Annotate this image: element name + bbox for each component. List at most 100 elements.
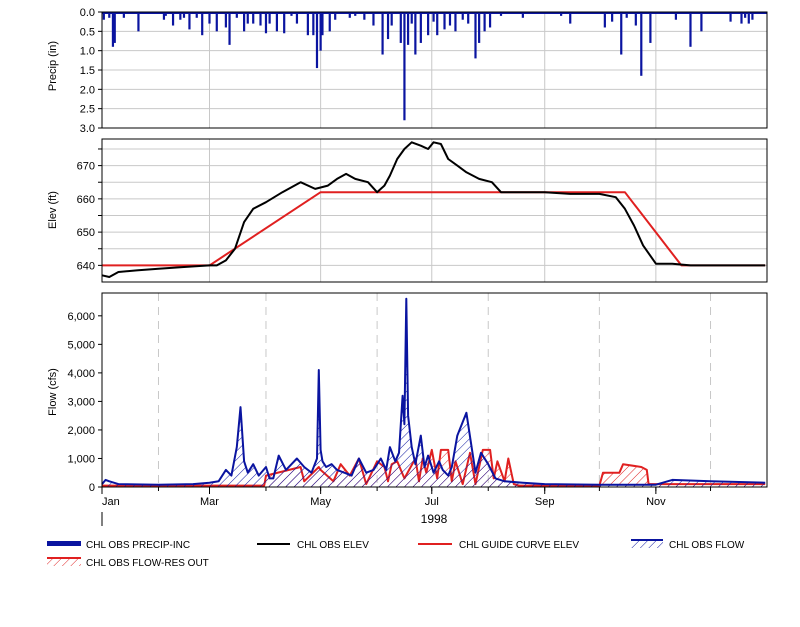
precip-bar [611, 12, 614, 22]
x-tick-label: Sep [535, 496, 555, 508]
precip-bar [283, 12, 286, 34]
precip-bar [182, 12, 186, 18]
precip-bar [137, 12, 140, 32]
precip-y-tick-label: 0.0 [80, 7, 95, 19]
precip-bars [102, 12, 767, 121]
x-tick-label: Jan [102, 496, 120, 508]
flow-y-axis-label: Flow (cfs) [47, 368, 59, 416]
precip-bar [560, 12, 563, 16]
legend-item-obs-flow: CHL OBS FLOW [631, 539, 745, 551]
precip-bar [448, 12, 452, 26]
x-tick-label: Mar [200, 496, 219, 508]
precip-bar [312, 12, 315, 36]
obs-flow-line [101, 297, 766, 486]
elev-panel: 640 650 660 670 Elev (ft) [47, 138, 768, 283]
guide-curve-line [102, 191, 766, 267]
precip-bar [454, 12, 457, 32]
precip-bar [122, 12, 125, 18]
legend-item-precip: CHL OBS PRECIP-INC [47, 540, 190, 551]
precip-bar [406, 12, 410, 45]
precip-bar [467, 12, 470, 24]
precip-bar [195, 12, 198, 18]
precip-bar [689, 12, 692, 47]
precip-bar [549, 12, 552, 14]
precip-bar [372, 12, 375, 26]
precip-bar [275, 12, 279, 32]
precip-bar [729, 12, 732, 22]
x-axis-year-label: 1998 [421, 512, 448, 526]
legend-label-obs-elev: CHL OBS ELEV [297, 540, 369, 551]
x-tick-label: Jul [425, 496, 439, 508]
precip-bar [188, 12, 191, 30]
elev-y-tick-label: 660 [77, 194, 95, 206]
precip-bar [443, 12, 446, 30]
precip-bar [419, 12, 422, 43]
legend-item-res-out: CHL OBS FLOW-RES OUT [47, 557, 209, 569]
precip-bar [179, 12, 182, 20]
flow-y-tick-label: 6,000 [67, 311, 95, 323]
precip-bar [620, 12, 623, 55]
precip-panel: 0.0 0.5 1.0 1.5 2.0 2.5 3.0 Precip (in) [47, 7, 768, 135]
precip-bar [674, 12, 678, 20]
legend-item-obs-elev: CHL OBS ELEV [257, 540, 369, 551]
precip-bar [334, 12, 337, 20]
precip-bar [649, 12, 652, 43]
precip-bar [381, 12, 384, 55]
precip-bar [390, 12, 393, 26]
precip-bar [348, 12, 351, 18]
precip-bar [328, 12, 331, 32]
x-axis: Jan Mar May Jul Sep Nov [101, 486, 767, 508]
precip-bar [315, 12, 319, 69]
elev-lines [101, 141, 766, 278]
x-tick-label: Nov [646, 496, 666, 508]
precip-bar [113, 12, 116, 43]
precip-bar [478, 12, 481, 43]
precip-y-tick-label: 0.5 [80, 26, 95, 38]
precip-bar [483, 12, 486, 32]
precip-bar [474, 12, 477, 59]
legend: CHL OBS PRECIP-INC CHL OBS ELEV CHL GUID… [47, 539, 745, 569]
elev-y-tick-label: 650 [77, 227, 95, 239]
flow-y-tick-label: 2,000 [67, 425, 95, 437]
precip-bar [321, 12, 324, 36]
precip-bar [436, 12, 439, 36]
legend-swatch-res-out [47, 558, 81, 566]
precip-y-tick-label: 1.0 [80, 46, 95, 58]
precip-bar [640, 12, 643, 76]
precip-bar [700, 12, 703, 32]
x-tick-label: May [310, 496, 331, 508]
precip-bar [303, 12, 306, 14]
precip-bar [414, 12, 417, 55]
precip-bar [499, 12, 503, 16]
precip-bar [603, 12, 606, 28]
precip-bar [246, 12, 249, 24]
precip-bar [306, 12, 309, 36]
precip-bar [102, 12, 105, 20]
legend-label-guide-curve: CHL GUIDE CURVE ELEV [459, 540, 579, 551]
precip-bar [386, 12, 390, 40]
legend-label-obs-flow: CHL OBS FLOW [669, 540, 745, 551]
precip-bar [403, 12, 406, 121]
elev-gridlines [102, 139, 767, 282]
flow-y-tick-label: 1,000 [67, 453, 95, 465]
precip-y-ticks: 0.0 0.5 1.0 1.5 2.0 2.5 3.0 [80, 7, 102, 135]
precip-y-tick-label: 2.5 [80, 104, 95, 116]
precip-bar [268, 12, 271, 24]
precip-bar [208, 12, 211, 24]
precip-bar [290, 12, 293, 16]
precip-bar [319, 12, 322, 51]
precip-bar [224, 12, 227, 28]
precip-y-tick-label: 1.5 [80, 65, 95, 77]
precip-y-tick-label: 3.0 [80, 123, 95, 135]
precip-bar [751, 12, 754, 20]
precip-y-axis-label: Precip (in) [47, 41, 59, 91]
legend-label-res-out: CHL OBS FLOW-RES OUT [86, 558, 209, 569]
precip-bar [108, 12, 111, 18]
legend-swatch-precip [47, 541, 81, 546]
precip-frame [101, 11, 768, 129]
precip-bar [461, 12, 464, 20]
precip-bar [740, 12, 743, 24]
precip-bar [625, 12, 628, 18]
precip-bar [164, 12, 167, 16]
